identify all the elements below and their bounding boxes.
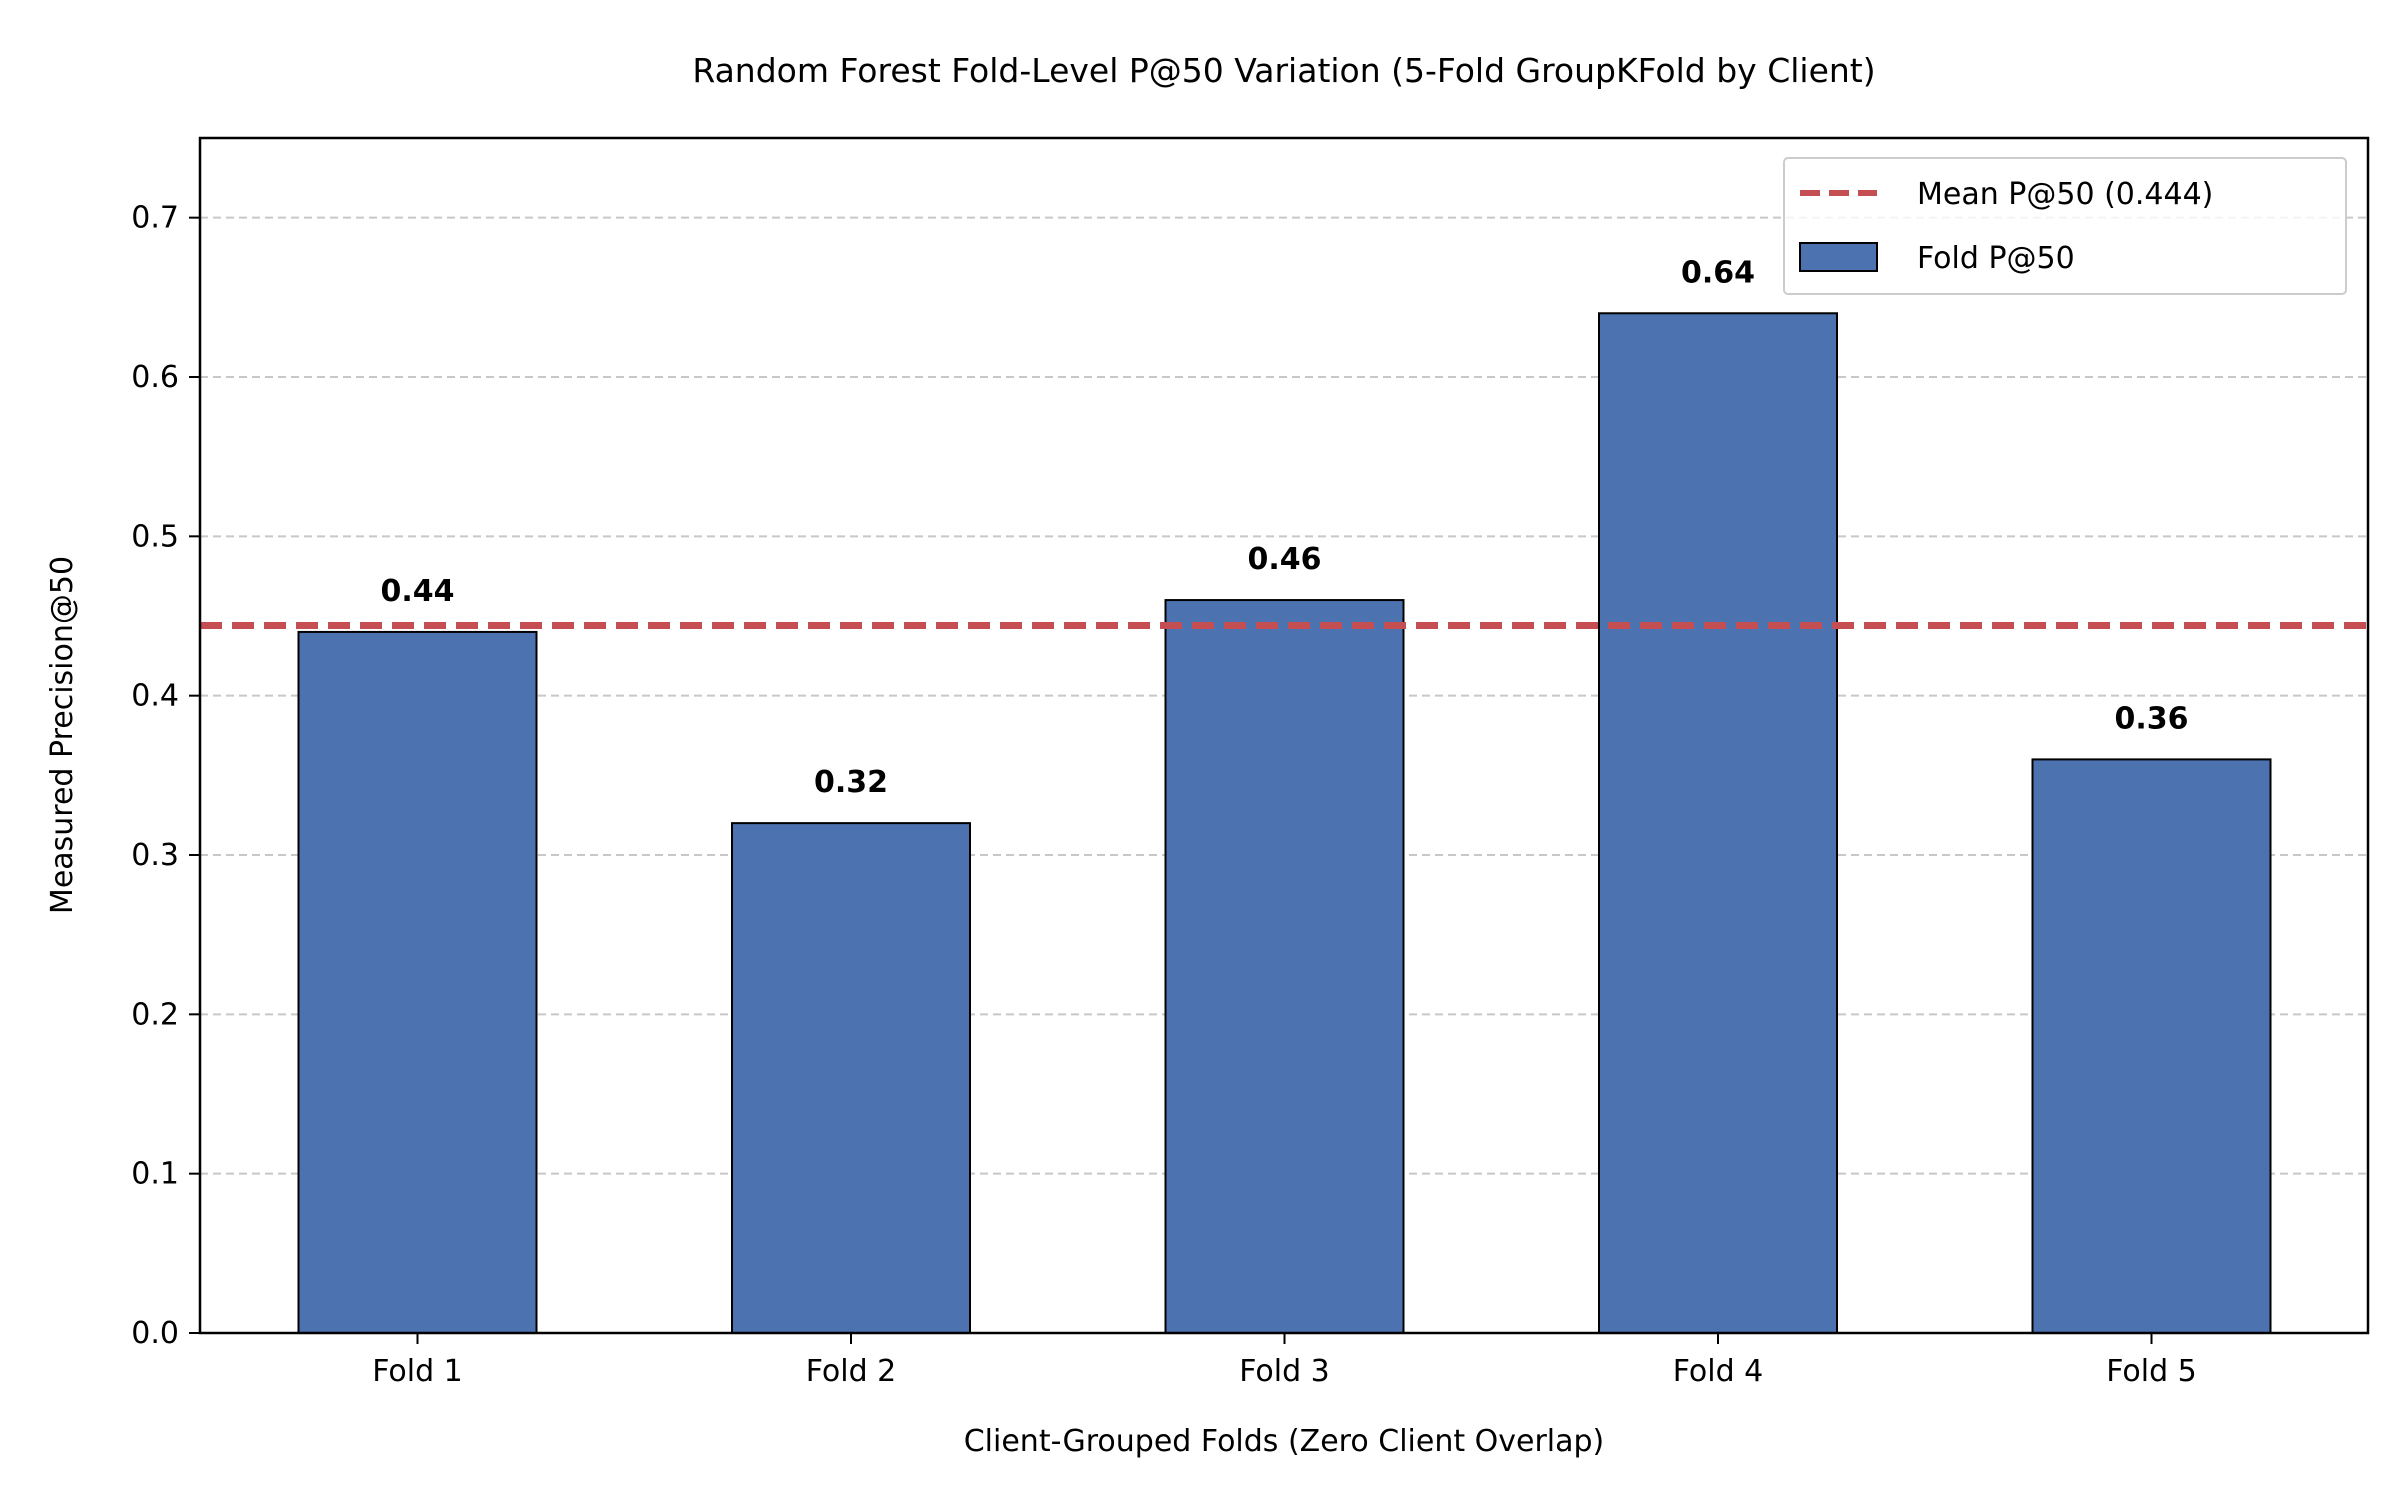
x-axis: Fold 1 Fold 2 Fold 3 Fold 4 Fold 5 xyxy=(372,1333,2197,1389)
bar-value-label: 0.44 xyxy=(380,574,454,609)
x-tick-label: Fold 2 xyxy=(806,1354,897,1389)
data-labels: 0.44 0.32 0.46 0.64 0.36 xyxy=(380,255,2188,800)
x-tick-label: Fold 5 xyxy=(2106,1354,2197,1389)
y-tick-label: 0.6 xyxy=(131,360,179,395)
bar xyxy=(1164,599,1405,1334)
bar xyxy=(297,630,538,1334)
bars xyxy=(297,312,2272,1335)
x-axis-label: Client-Grouped Folds (Zero Client Overla… xyxy=(964,1424,1605,1459)
x-tick-label: Fold 4 xyxy=(1673,1354,1764,1389)
y-tick-label: 0.1 xyxy=(131,1157,179,1192)
y-axis: 0.0 0.1 0.2 0.3 0.4 0.5 0.6 0.7 xyxy=(131,201,200,1351)
bar-value-label: 0.46 xyxy=(1247,542,1321,577)
x-tick-label: Fold 3 xyxy=(1239,1354,1330,1389)
bar xyxy=(1598,312,1838,1334)
bar-value-label: 0.32 xyxy=(814,765,888,800)
y-tick-label: 0.2 xyxy=(131,997,179,1032)
chart-title: Random Forest Fold-Level P@50 Variation … xyxy=(692,51,1875,90)
legend-mean-label: Mean P@50 (0.444) xyxy=(1917,177,2213,212)
bar-value-label: 0.36 xyxy=(2114,701,2188,736)
legend: Mean P@50 (0.444) Fold P@50 xyxy=(1783,157,2347,295)
y-tick-label: 0.0 xyxy=(131,1316,179,1351)
y-tick-label: 0.7 xyxy=(131,201,179,236)
y-tick-label: 0.3 xyxy=(131,838,179,873)
legend-bar-label: Fold P@50 xyxy=(1917,241,2075,276)
bar xyxy=(731,822,971,1335)
legend-box xyxy=(1783,157,2347,295)
y-axis-label: Measured Precision@50 xyxy=(45,556,80,914)
bar-value-label: 0.64 xyxy=(1681,255,1755,290)
y-tick-label: 0.5 xyxy=(131,519,179,554)
y-tick-label: 0.4 xyxy=(131,679,179,714)
legend-bar-swatch xyxy=(1799,242,1878,272)
x-tick-label: Fold 1 xyxy=(372,1354,463,1389)
bar xyxy=(2031,758,2272,1334)
